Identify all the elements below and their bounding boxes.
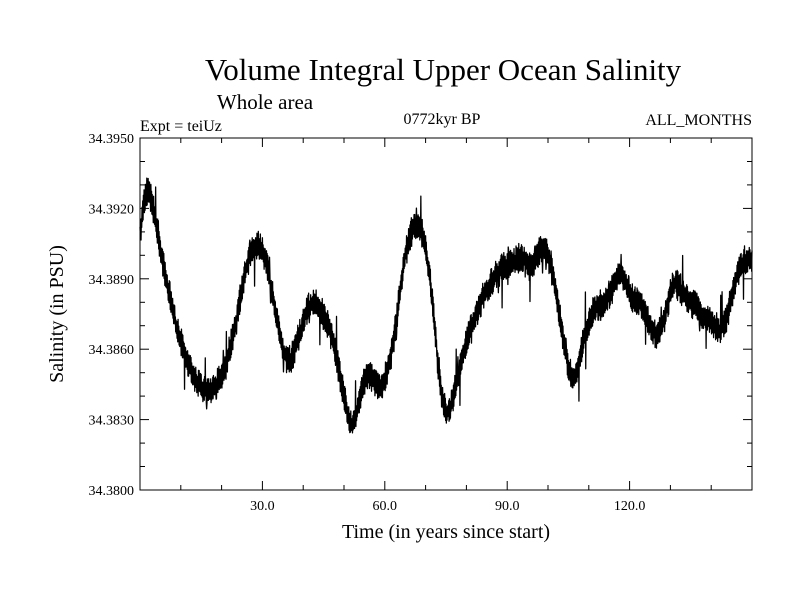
x-tick-label: 90.0 xyxy=(495,499,520,514)
x-axis-label: Time (in years since start) xyxy=(342,521,550,543)
experiment-label: Expt = teiUz xyxy=(140,118,222,135)
x-tick-label: 30.0 xyxy=(250,499,275,514)
plot-area: 30.0 60.0 90.0 120.0 34.3800 34.3830 34.3860 34… xyxy=(89,132,753,514)
series-line-salinity xyxy=(139,177,753,434)
plot-frame xyxy=(139,137,753,491)
y-tick-label: 34.3830 xyxy=(89,414,135,429)
months-label: ALL_MONTHS xyxy=(645,112,752,129)
y-tick-label: 34.3950 xyxy=(89,132,135,147)
y-tick-label: 34.3860 xyxy=(89,343,135,358)
y-tick-label: 34.3800 xyxy=(89,484,135,499)
period-label: 0772kyr BP xyxy=(404,111,481,128)
y-axis-label: Salinity (in PSU) xyxy=(46,245,68,383)
y-tick-label: 34.3920 xyxy=(89,202,135,217)
chart-title: Volume Integral Upper Ocean Salinity xyxy=(205,52,682,87)
x-tick-label: 60.0 xyxy=(373,499,398,514)
x-tick-label: 120.0 xyxy=(614,499,646,514)
chart-subtitle: Whole area xyxy=(217,90,314,114)
y-tick-label: 34.3890 xyxy=(89,273,135,288)
